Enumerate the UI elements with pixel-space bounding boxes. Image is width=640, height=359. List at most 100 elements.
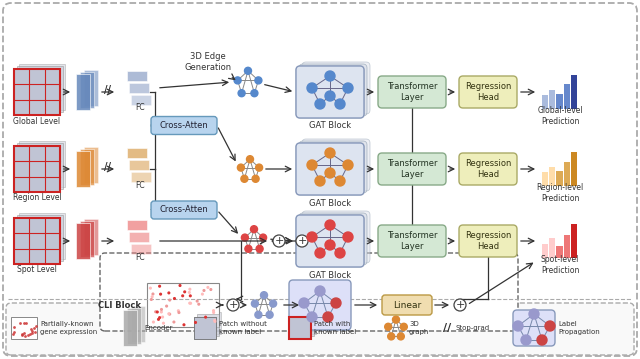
- Bar: [564, 84, 570, 109]
- Point: [19, 320, 29, 326]
- Point: [209, 308, 219, 313]
- Point: [154, 317, 164, 322]
- Bar: [289, 317, 311, 339]
- Point: [185, 286, 195, 292]
- Bar: [549, 167, 556, 186]
- Circle shape: [392, 316, 399, 323]
- Text: Region-level
Prediction: Region-level Prediction: [536, 183, 584, 203]
- Circle shape: [241, 175, 248, 182]
- Circle shape: [255, 164, 262, 171]
- Circle shape: [545, 321, 555, 331]
- Circle shape: [234, 77, 241, 84]
- FancyBboxPatch shape: [296, 66, 364, 118]
- Text: Spot-level
Prediction: Spot-level Prediction: [541, 255, 579, 275]
- Point: [148, 291, 158, 297]
- Circle shape: [325, 240, 335, 250]
- Point: [26, 328, 36, 334]
- FancyBboxPatch shape: [151, 201, 217, 219]
- Circle shape: [325, 148, 335, 158]
- Circle shape: [266, 311, 273, 318]
- Text: Global-level
Prediction: Global-level Prediction: [537, 106, 583, 126]
- Circle shape: [325, 71, 335, 81]
- Bar: [14, 218, 60, 264]
- Text: Stop-grad: Stop-grad: [455, 325, 489, 331]
- Bar: [194, 317, 216, 339]
- Circle shape: [260, 292, 268, 299]
- Circle shape: [513, 321, 523, 331]
- Bar: [14, 146, 60, 192]
- Circle shape: [343, 83, 353, 93]
- Text: //: //: [104, 85, 111, 95]
- Point: [154, 283, 164, 289]
- FancyBboxPatch shape: [302, 62, 370, 114]
- Bar: [17, 143, 63, 189]
- Text: Partially-known
gene expression: Partially-known gene expression: [40, 321, 97, 335]
- Point: [157, 314, 168, 320]
- Point: [8, 324, 19, 330]
- Point: [194, 301, 204, 307]
- Point: [199, 288, 209, 293]
- Circle shape: [323, 312, 333, 322]
- Bar: [14, 69, 60, 115]
- Circle shape: [385, 323, 392, 330]
- Point: [161, 303, 172, 309]
- Circle shape: [238, 90, 245, 97]
- Point: [205, 286, 216, 292]
- Circle shape: [315, 176, 325, 186]
- Point: [150, 309, 161, 314]
- Point: [148, 319, 159, 325]
- Bar: [76, 223, 90, 259]
- Text: Encoder: Encoder: [144, 325, 173, 331]
- FancyBboxPatch shape: [302, 139, 370, 191]
- Bar: [199, 312, 221, 334]
- Bar: [542, 244, 548, 258]
- Text: //: //: [443, 323, 451, 333]
- Bar: [14, 146, 60, 192]
- Circle shape: [335, 248, 345, 258]
- Bar: [289, 317, 311, 339]
- Circle shape: [241, 234, 248, 241]
- Bar: [129, 160, 149, 170]
- Bar: [129, 232, 149, 242]
- Bar: [80, 72, 94, 108]
- Point: [20, 333, 30, 339]
- Circle shape: [307, 160, 317, 170]
- Bar: [14, 146, 60, 192]
- Bar: [556, 171, 563, 186]
- FancyBboxPatch shape: [100, 253, 518, 331]
- Point: [180, 289, 190, 295]
- Circle shape: [335, 99, 345, 109]
- FancyBboxPatch shape: [378, 225, 446, 257]
- Point: [158, 320, 168, 326]
- Point: [184, 289, 195, 295]
- Point: [164, 290, 174, 296]
- Circle shape: [227, 299, 239, 311]
- Circle shape: [397, 333, 404, 340]
- Point: [29, 326, 40, 331]
- Bar: [14, 218, 60, 264]
- Bar: [17, 215, 63, 261]
- Point: [156, 307, 166, 312]
- Bar: [571, 224, 577, 258]
- Bar: [84, 147, 98, 183]
- Circle shape: [537, 335, 547, 345]
- Circle shape: [331, 298, 341, 308]
- Bar: [131, 306, 145, 342]
- Bar: [14, 218, 60, 264]
- Bar: [11, 317, 37, 339]
- Point: [179, 322, 189, 328]
- Point: [25, 332, 35, 337]
- Text: FC: FC: [135, 103, 145, 112]
- Circle shape: [296, 235, 308, 247]
- Circle shape: [454, 299, 466, 311]
- Point: [19, 330, 29, 335]
- Bar: [292, 314, 314, 336]
- FancyBboxPatch shape: [299, 213, 367, 265]
- Bar: [556, 94, 563, 109]
- Text: Transformer
Layer: Transformer Layer: [387, 159, 437, 179]
- Circle shape: [269, 300, 276, 307]
- Bar: [131, 95, 151, 105]
- Point: [210, 318, 220, 324]
- Bar: [84, 70, 98, 106]
- Text: 3D
graph: 3D graph: [409, 321, 429, 335]
